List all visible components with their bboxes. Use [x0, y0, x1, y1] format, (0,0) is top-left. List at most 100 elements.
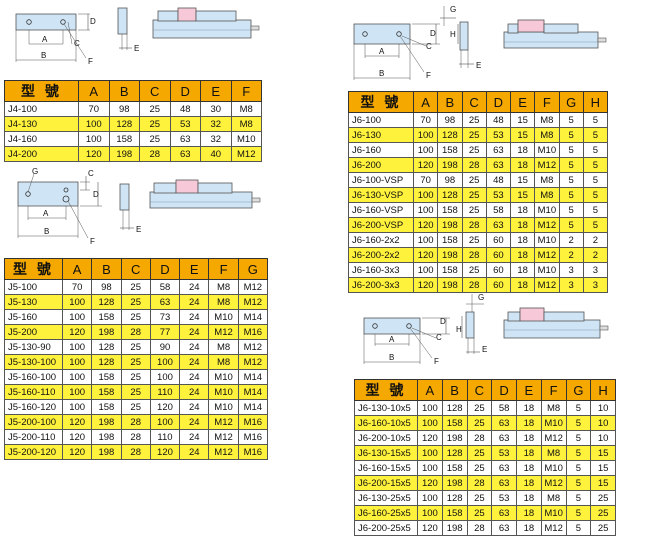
- cell: M10: [534, 202, 560, 218]
- cell: 25: [590, 505, 616, 521]
- cell: 25: [466, 490, 493, 506]
- j6-label-h: H: [450, 30, 456, 39]
- cell: 120: [149, 444, 181, 460]
- header-model: 型 號: [4, 80, 79, 102]
- cell: 18: [516, 445, 542, 461]
- cell: 77: [149, 324, 181, 340]
- j4-spec-table: 型 號 A B C D E F J4-100 70 98 25 48 30 M8 J4-13…: [4, 80, 262, 162]
- header-c: C: [466, 379, 493, 401]
- cell: 60: [485, 262, 512, 278]
- cell-model: J4-100: [4, 101, 79, 117]
- cell: 120: [61, 414, 93, 430]
- cell: M10: [208, 369, 239, 385]
- cell: 60: [485, 232, 512, 248]
- j6-spec-table: 型 號 A B C D E F G H J6-100 70 98 25 48 15 M8 5 5…: [348, 91, 609, 293]
- cell: 15: [590, 460, 616, 476]
- cell: 5: [582, 187, 609, 203]
- cell: 25: [461, 232, 487, 248]
- cell: M8: [534, 187, 560, 203]
- cell: M14: [237, 369, 269, 385]
- header-a: A: [61, 258, 93, 280]
- cell: 100: [61, 339, 93, 355]
- cell: 128: [91, 354, 122, 370]
- cell: M12: [237, 339, 269, 355]
- table-row: J6-160-VSP 100 158 25 58 18 M10 5 5: [348, 202, 609, 218]
- cell: 18: [516, 415, 542, 431]
- cell: 5: [582, 172, 609, 188]
- table-row: J6-100-VSP 70 98 25 48 15 M8 5 5: [348, 172, 609, 188]
- cell: 120: [412, 217, 439, 233]
- cell: 28: [461, 157, 487, 173]
- cell: 120: [417, 475, 443, 491]
- cell: 24: [179, 294, 210, 310]
- cell: 24: [179, 339, 210, 355]
- cell: M16: [237, 429, 269, 445]
- j5-drawing: G C D A B F E: [8, 166, 268, 250]
- cell: 5: [558, 202, 584, 218]
- cell: 100: [417, 400, 443, 416]
- cell: 98: [91, 279, 122, 295]
- cell: 100: [417, 460, 443, 476]
- cell: 63: [491, 475, 517, 491]
- cell-model: J6-160-VSP: [348, 202, 414, 218]
- cell: 18: [509, 277, 536, 293]
- cell: 25: [466, 505, 493, 521]
- table-row: J6-200-3x3 120 198 28 60 18 M12 3 3: [348, 277, 609, 293]
- cell: 5: [558, 112, 584, 128]
- cell: 63: [149, 294, 181, 310]
- cell: 30: [200, 101, 232, 117]
- cell: M14: [237, 384, 269, 400]
- cell: 28: [120, 414, 151, 430]
- cell: 100: [149, 414, 181, 430]
- cell: M12: [540, 430, 567, 446]
- j4-label-b: B: [41, 51, 46, 60]
- header-d: D: [491, 379, 517, 401]
- table-header-row: 型 號 A B C D E F G: [4, 258, 269, 280]
- cell: 18: [516, 460, 542, 476]
- cell: 25: [461, 172, 487, 188]
- cell: 158: [441, 460, 468, 476]
- cell: 48: [169, 101, 201, 117]
- j6-drawing: G D H C A B F E: [346, 2, 608, 86]
- cell: 5: [558, 187, 584, 203]
- cell-model: J6-200-10x5: [354, 430, 418, 446]
- j4-label-c: C: [74, 39, 80, 48]
- cell: M12: [534, 157, 560, 173]
- header-b: B: [441, 379, 468, 401]
- cell: M8: [534, 127, 560, 143]
- cell-model: J6-130: [348, 127, 414, 143]
- cell: 25: [461, 187, 487, 203]
- cell: M10: [534, 142, 560, 158]
- cell: 5: [565, 475, 592, 491]
- cell: 5: [565, 415, 592, 431]
- cell: 100: [412, 127, 439, 143]
- cell: 18: [516, 490, 542, 506]
- cell-model: J5-100: [4, 279, 63, 295]
- cell: 5: [565, 400, 592, 416]
- cell-model: J6-160-2x2: [348, 232, 414, 248]
- j6-slot-label-g: G: [478, 293, 484, 302]
- cell: 18: [516, 475, 542, 491]
- cell: M12: [208, 429, 239, 445]
- table-row: J5-200-110 120 198 28 110 24 M12 M16: [4, 429, 269, 445]
- cell: M12: [230, 146, 262, 162]
- cell: 5: [565, 490, 592, 506]
- cell: M12: [534, 247, 560, 263]
- j6-slot-label-h: H: [456, 325, 462, 334]
- cell: 25: [590, 520, 616, 536]
- cell: 25: [120, 354, 151, 370]
- cell: 90: [149, 339, 181, 355]
- table-row: J4-200 120 198 28 63 40 M12: [4, 146, 262, 162]
- j5-label-b: B: [44, 227, 49, 236]
- header-h: H: [582, 91, 609, 113]
- cell: 24: [179, 384, 210, 400]
- cell: 100: [149, 369, 181, 385]
- cell: 100: [61, 369, 93, 385]
- table-row: J6-200-25x5 120 198 28 63 18 M12 5 25: [354, 520, 616, 536]
- cell: 110: [149, 429, 181, 445]
- cell: 28: [461, 217, 487, 233]
- j6-slot-label-c: C: [436, 333, 442, 342]
- cell: 15: [509, 172, 536, 188]
- cell: 18: [516, 400, 542, 416]
- cell: 28: [466, 475, 493, 491]
